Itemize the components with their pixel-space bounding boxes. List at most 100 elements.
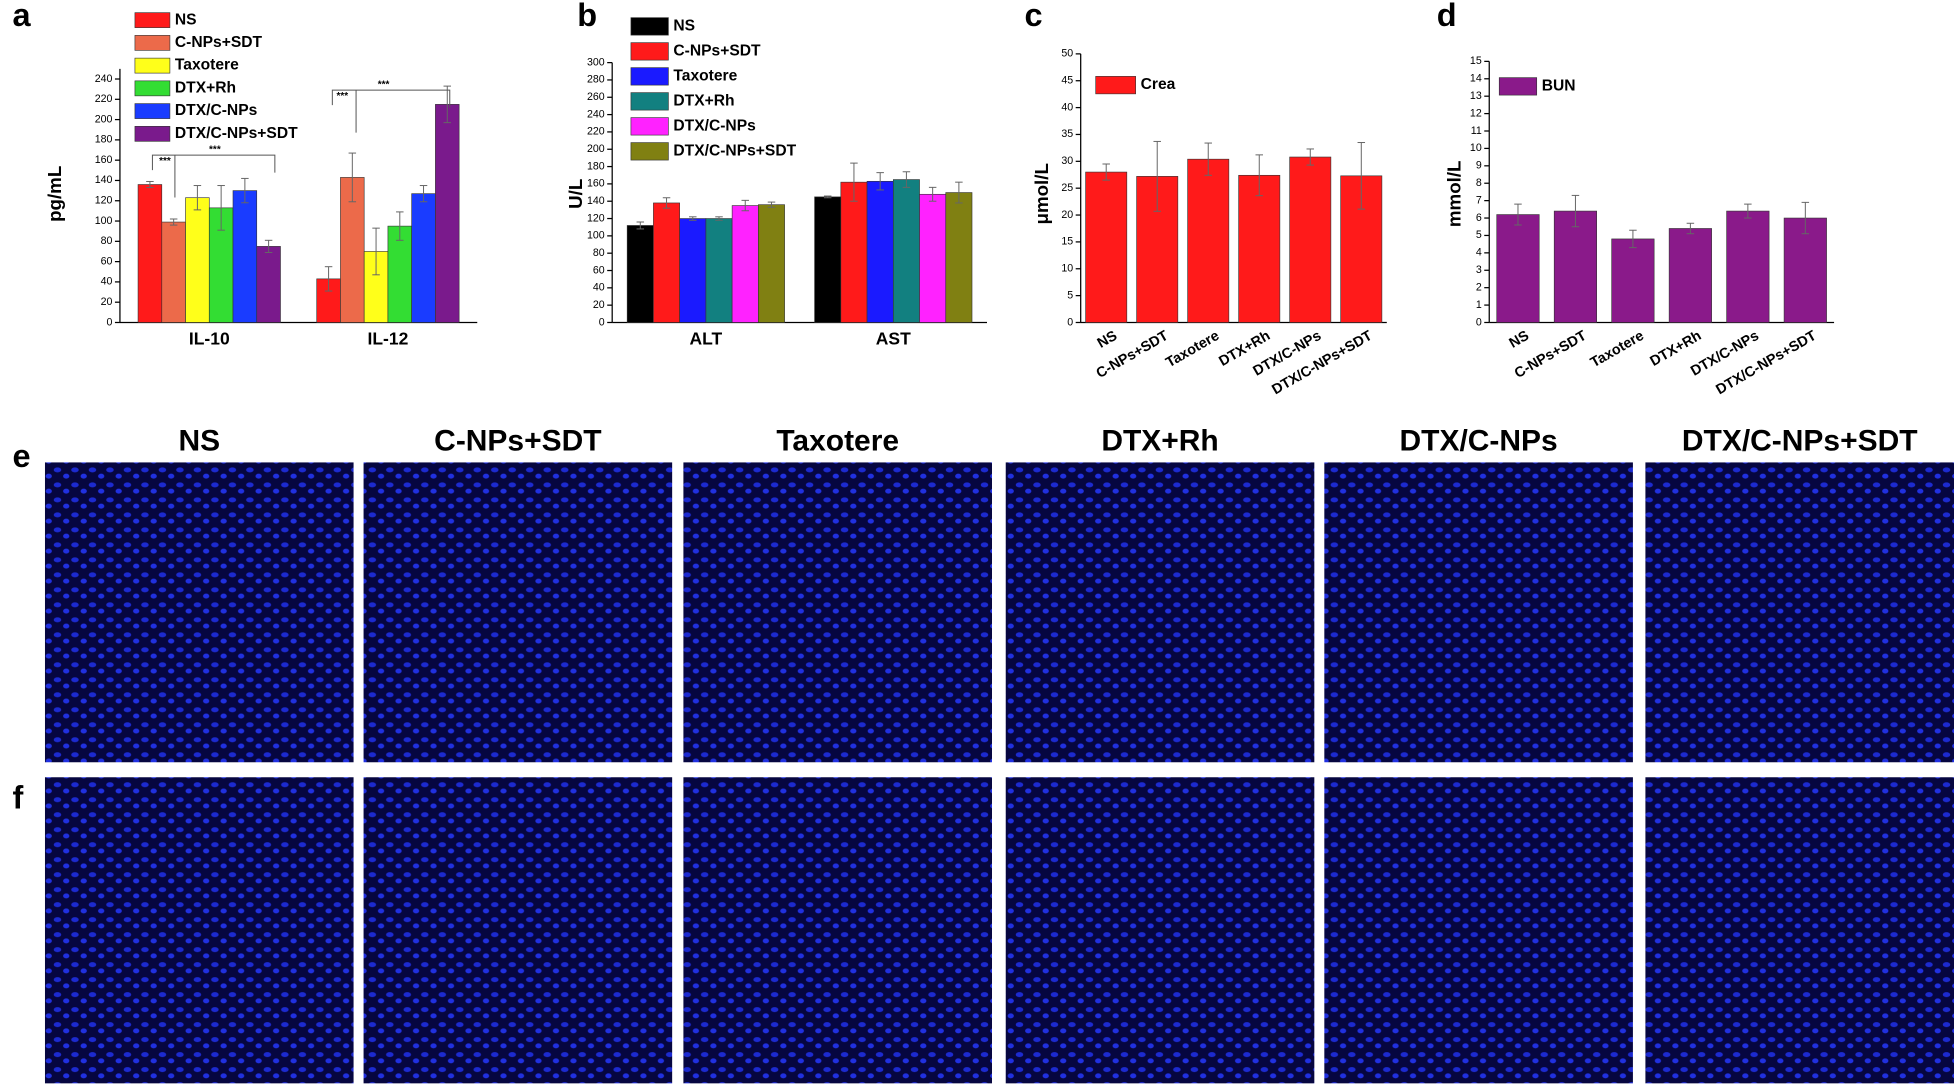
y-tick-label: 0 bbox=[1476, 316, 1482, 328]
error-bar bbox=[1102, 163, 1110, 181]
y-tick-label: 160 bbox=[95, 154, 113, 166]
significance-label: *** bbox=[159, 156, 171, 167]
y-tick-label: 100 bbox=[95, 215, 113, 227]
y-tick-label: 0 bbox=[107, 316, 113, 328]
panel-label: e bbox=[12, 438, 30, 474]
error-bar bbox=[372, 227, 380, 276]
bar bbox=[1289, 156, 1332, 323]
error-bar bbox=[1571, 194, 1580, 228]
legend-swatch bbox=[630, 17, 669, 36]
bar bbox=[840, 181, 868, 323]
y-tick-label: 40 bbox=[1061, 101, 1073, 113]
microscopy-image-f bbox=[44, 777, 354, 1084]
error-bar bbox=[419, 185, 428, 203]
y-tick-label: 240 bbox=[587, 108, 605, 120]
y-tick-label: 180 bbox=[95, 134, 113, 146]
y-tick-label: 80 bbox=[593, 247, 605, 259]
y-tick-label: 2 bbox=[1476, 281, 1482, 293]
x-tick-label: IL-10 bbox=[189, 329, 230, 349]
significance-label: *** bbox=[209, 145, 221, 156]
y-axis-label: pg/mL bbox=[44, 166, 65, 222]
y-tick-label: 35 bbox=[1061, 128, 1073, 140]
microscopy-image-e bbox=[363, 462, 673, 763]
panel-label: c bbox=[1024, 0, 1042, 33]
error-bar bbox=[636, 221, 645, 230]
microscopy-image-f bbox=[1324, 777, 1633, 1084]
y-tick-label: 0 bbox=[1067, 316, 1073, 328]
legend-label: Taxotere bbox=[673, 67, 737, 84]
error-bar bbox=[1629, 229, 1637, 249]
microscopy-image-f bbox=[363, 777, 673, 1084]
legend-label: DTX+Rh bbox=[175, 79, 236, 96]
legend-swatch bbox=[134, 80, 171, 97]
y-tick-label: 20 bbox=[593, 299, 605, 311]
x-tick-label: NS bbox=[1095, 328, 1121, 352]
microscopy-image-f bbox=[1645, 777, 1955, 1084]
legend-label: C-NPs+SDT bbox=[673, 43, 761, 60]
error-bar bbox=[1801, 201, 1810, 235]
panel-label: a bbox=[12, 0, 31, 33]
error-bar bbox=[902, 171, 911, 188]
panel-label: b bbox=[577, 0, 597, 33]
error-bar bbox=[1744, 203, 1752, 219]
y-tick-label: 50 bbox=[1061, 48, 1073, 60]
error-bar bbox=[689, 216, 697, 221]
y-tick-label: 20 bbox=[1061, 209, 1073, 221]
legend-swatch bbox=[630, 67, 669, 86]
y-tick-label: 100 bbox=[587, 230, 605, 242]
error-bar bbox=[193, 185, 202, 211]
legend-label: DTX/C-NPs+SDT bbox=[673, 142, 796, 159]
column-title: NS bbox=[178, 424, 220, 457]
x-tick-label: AST bbox=[876, 329, 911, 349]
bar bbox=[232, 190, 258, 323]
y-tick-label: 60 bbox=[101, 255, 113, 267]
legend-swatch bbox=[134, 103, 171, 119]
legend-label: DTX/C-NPs bbox=[175, 102, 258, 119]
y-tick-label: 12 bbox=[1470, 107, 1482, 119]
panel-label: d bbox=[1437, 0, 1457, 33]
error-bar bbox=[1204, 142, 1212, 176]
error-bar bbox=[217, 185, 225, 231]
error-bar bbox=[1306, 148, 1315, 166]
significance-label: *** bbox=[336, 91, 348, 102]
bar bbox=[411, 193, 436, 323]
legend-swatch bbox=[134, 12, 171, 28]
y-tick-label: 40 bbox=[101, 276, 113, 288]
error-bar bbox=[715, 216, 723, 221]
column-title: DTX/C-NPs bbox=[1400, 424, 1558, 457]
error-bar bbox=[767, 201, 776, 208]
microscopy-image-e bbox=[1324, 462, 1633, 763]
bar bbox=[256, 246, 281, 323]
bar bbox=[1553, 210, 1597, 323]
y-tick-label: 120 bbox=[587, 212, 605, 224]
bar bbox=[1187, 158, 1230, 323]
x-tick-label: NS bbox=[1507, 328, 1533, 352]
error-bar bbox=[1514, 203, 1522, 226]
y-tick-label: 11 bbox=[1471, 125, 1482, 137]
error-bar bbox=[396, 211, 404, 241]
error-bar bbox=[876, 172, 884, 191]
y-tick-label: 80 bbox=[101, 235, 113, 247]
microscopy-image-f bbox=[683, 777, 992, 1084]
y-tick-label: 15 bbox=[1061, 236, 1073, 248]
legend-label: NS bbox=[175, 11, 197, 28]
legend-label: NS bbox=[673, 18, 695, 35]
error-bar bbox=[823, 195, 832, 199]
error-bar bbox=[169, 218, 178, 226]
y-tick-label: 200 bbox=[587, 143, 605, 155]
error-bar bbox=[850, 162, 858, 202]
bar bbox=[892, 179, 920, 323]
x-tick-label: DTX/C-NPs+SDT bbox=[1713, 328, 1819, 398]
error-bar bbox=[241, 177, 249, 204]
bar bbox=[1611, 238, 1655, 323]
y-tick-label: 240 bbox=[95, 73, 113, 85]
legend-label: C-NPs+SDT bbox=[175, 34, 263, 51]
legend-swatch bbox=[1095, 76, 1136, 95]
legend-label: BUN bbox=[1542, 77, 1576, 94]
bar bbox=[1085, 171, 1128, 323]
y-tick-label: 30 bbox=[1061, 155, 1073, 167]
error-bar bbox=[662, 197, 671, 209]
microscopy-image-e bbox=[1645, 462, 1955, 763]
legend-label: DTX/C-NPs+SDT bbox=[175, 125, 298, 142]
